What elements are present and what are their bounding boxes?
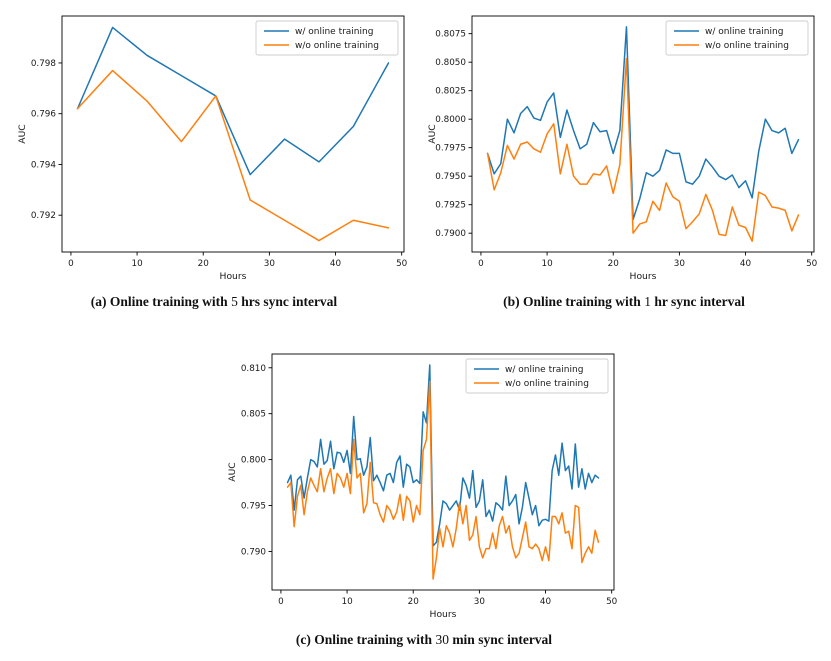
chart-b-canvas: 0 10 20 30 40 50 Hours 0.7900 0.7925 0.7950 0.7975… bbox=[427, 15, 818, 282]
legend-item-without-online-training: w/o online training bbox=[674, 41, 789, 51]
legend-item-with-online-training: w/ online training bbox=[674, 27, 783, 37]
series-line-with-online-training bbox=[486, 26, 800, 221]
legend-box bbox=[665, 20, 809, 56]
svg-text:0.7950: 0.7950 bbox=[435, 172, 466, 182]
caption-b-text-after: hr sync interval bbox=[650, 294, 745, 309]
svg-text:20: 20 bbox=[608, 259, 620, 269]
legend-item-label: w/o online training bbox=[505, 379, 589, 389]
legend-item-label: w/o online training bbox=[295, 41, 379, 51]
caption-c-number: 30 bbox=[435, 632, 449, 647]
x-axis-label: Hours bbox=[220, 271, 247, 282]
svg-text:10: 10 bbox=[541, 259, 553, 269]
svg-text:0: 0 bbox=[68, 259, 74, 269]
svg-text:50: 50 bbox=[806, 259, 818, 269]
svg-text:10: 10 bbox=[341, 597, 353, 607]
svg-text:50: 50 bbox=[396, 259, 408, 269]
svg-text:0: 0 bbox=[278, 597, 284, 607]
svg-text:0.792: 0.792 bbox=[31, 211, 56, 221]
legend-item-without-online-training: w/o online training bbox=[264, 41, 379, 51]
svg-text:0.795: 0.795 bbox=[241, 502, 266, 512]
y-axis: 0.7900 0.7925 0.7950 0.7975 0.8000 0.8025 0.80… bbox=[427, 30, 472, 239]
x-axis: 0 10 20 30 40 50 Hours bbox=[478, 252, 818, 282]
figure-c: 0 10 20 30 40 50 Hours 0.790 0.795 0.800 0.805 0.81… bbox=[224, 342, 624, 648]
legend-item-label: w/ online training bbox=[705, 27, 783, 37]
figure-c-caption: (c) Online training with 30 min sync int… bbox=[224, 632, 624, 648]
svg-text:30: 30 bbox=[474, 597, 486, 607]
series-line-with-online-training bbox=[286, 364, 600, 547]
figure-b: 0 10 20 30 40 50 Hours 0.7900 0.7925 0.7950 0.7975… bbox=[424, 4, 824, 310]
svg-text:40: 40 bbox=[330, 259, 342, 269]
y-axis-label: AUC bbox=[227, 462, 238, 481]
legend: w/ online training w/o online training bbox=[465, 358, 609, 394]
plot-area bbox=[61, 15, 405, 253]
svg-text:0.8000: 0.8000 bbox=[435, 115, 466, 125]
svg-text:0.794: 0.794 bbox=[31, 160, 57, 170]
figure-a: 0 10 20 30 40 50 Hours 0.792 0.794 0.796 0.798 AUC w… bbox=[14, 4, 414, 310]
svg-text:30: 30 bbox=[674, 259, 686, 269]
x-axis: 0 10 20 30 40 50 Hours bbox=[278, 590, 618, 620]
svg-text:20: 20 bbox=[408, 597, 420, 607]
y-axis: 0.790 0.795 0.800 0.805 0.810 AUC bbox=[227, 364, 272, 557]
legend-item-label: w/ online training bbox=[505, 365, 583, 375]
legend: w/ online training w/o online training bbox=[665, 20, 809, 56]
legend-box bbox=[255, 20, 399, 56]
series-line-without-online-training bbox=[286, 380, 600, 580]
svg-text:40: 40 bbox=[540, 597, 552, 607]
legend-item-without-online-training: w/o online training bbox=[474, 379, 589, 389]
y-axis-label: AUC bbox=[427, 124, 438, 143]
svg-text:0.7975: 0.7975 bbox=[435, 144, 466, 154]
series-line-without-online-training bbox=[76, 69, 390, 242]
plot-area bbox=[271, 353, 615, 591]
x-axis: 0 10 20 30 40 50 Hours bbox=[68, 252, 408, 282]
x-axis-label: Hours bbox=[430, 609, 457, 620]
x-axis-label: Hours bbox=[630, 271, 657, 282]
legend-item-with-online-training: w/ online training bbox=[264, 27, 373, 37]
caption-a-number: 5 bbox=[231, 294, 238, 309]
y-axis: 0.792 0.794 0.796 0.798 AUC bbox=[17, 59, 62, 221]
svg-text:0.8025: 0.8025 bbox=[435, 87, 466, 97]
svg-text:0.8075: 0.8075 bbox=[435, 30, 466, 40]
svg-text:0.8050: 0.8050 bbox=[435, 58, 466, 68]
svg-text:0.798: 0.798 bbox=[31, 59, 56, 69]
caption-a-text-after: hrs sync interval bbox=[237, 294, 338, 309]
svg-text:0.7900: 0.7900 bbox=[435, 229, 466, 239]
svg-text:30: 30 bbox=[264, 259, 276, 269]
series-line-with-online-training bbox=[76, 26, 390, 176]
legend-item-label: w/o online training bbox=[705, 41, 789, 51]
chart-a-canvas: 0 10 20 30 40 50 Hours 0.792 0.794 0.796 0.798 AUC w… bbox=[17, 15, 408, 282]
svg-text:10: 10 bbox=[131, 259, 143, 269]
caption-a-text-before: (a) Online training with bbox=[90, 294, 232, 309]
svg-text:0.810: 0.810 bbox=[241, 364, 267, 374]
svg-text:20: 20 bbox=[198, 259, 210, 269]
legend: w/ online training w/o online training bbox=[255, 20, 399, 56]
caption-b-number: 1 bbox=[644, 294, 651, 309]
legend-box bbox=[465, 358, 609, 394]
svg-text:0: 0 bbox=[478, 259, 484, 269]
y-axis-label: AUC bbox=[17, 124, 28, 143]
svg-text:0.790: 0.790 bbox=[241, 547, 267, 557]
caption-c-text-before: (c) Online training with bbox=[295, 632, 436, 647]
svg-text:0.796: 0.796 bbox=[31, 110, 57, 120]
series-line-without-online-training bbox=[486, 58, 800, 242]
chart-c-canvas: 0 10 20 30 40 50 Hours 0.790 0.795 0.800 0.805 0.81… bbox=[227, 353, 618, 620]
svg-text:40: 40 bbox=[740, 259, 752, 269]
plot-area bbox=[471, 15, 815, 253]
figure-b-caption: (b) Online training with 1 hr sync inter… bbox=[424, 294, 824, 310]
svg-text:0.800: 0.800 bbox=[241, 456, 267, 466]
svg-text:0.805: 0.805 bbox=[241, 410, 266, 420]
legend-item-with-online-training: w/ online training bbox=[474, 365, 583, 375]
caption-b-text-before: (b) Online training with bbox=[503, 294, 645, 309]
figure-a-caption: (a) Online training with 5 hrs sync inte… bbox=[14, 294, 414, 310]
legend-item-label: w/ online training bbox=[295, 27, 373, 37]
svg-text:0.7925: 0.7925 bbox=[435, 201, 466, 211]
caption-c-text-after: min sync interval bbox=[448, 632, 553, 647]
svg-text:50: 50 bbox=[606, 597, 618, 607]
